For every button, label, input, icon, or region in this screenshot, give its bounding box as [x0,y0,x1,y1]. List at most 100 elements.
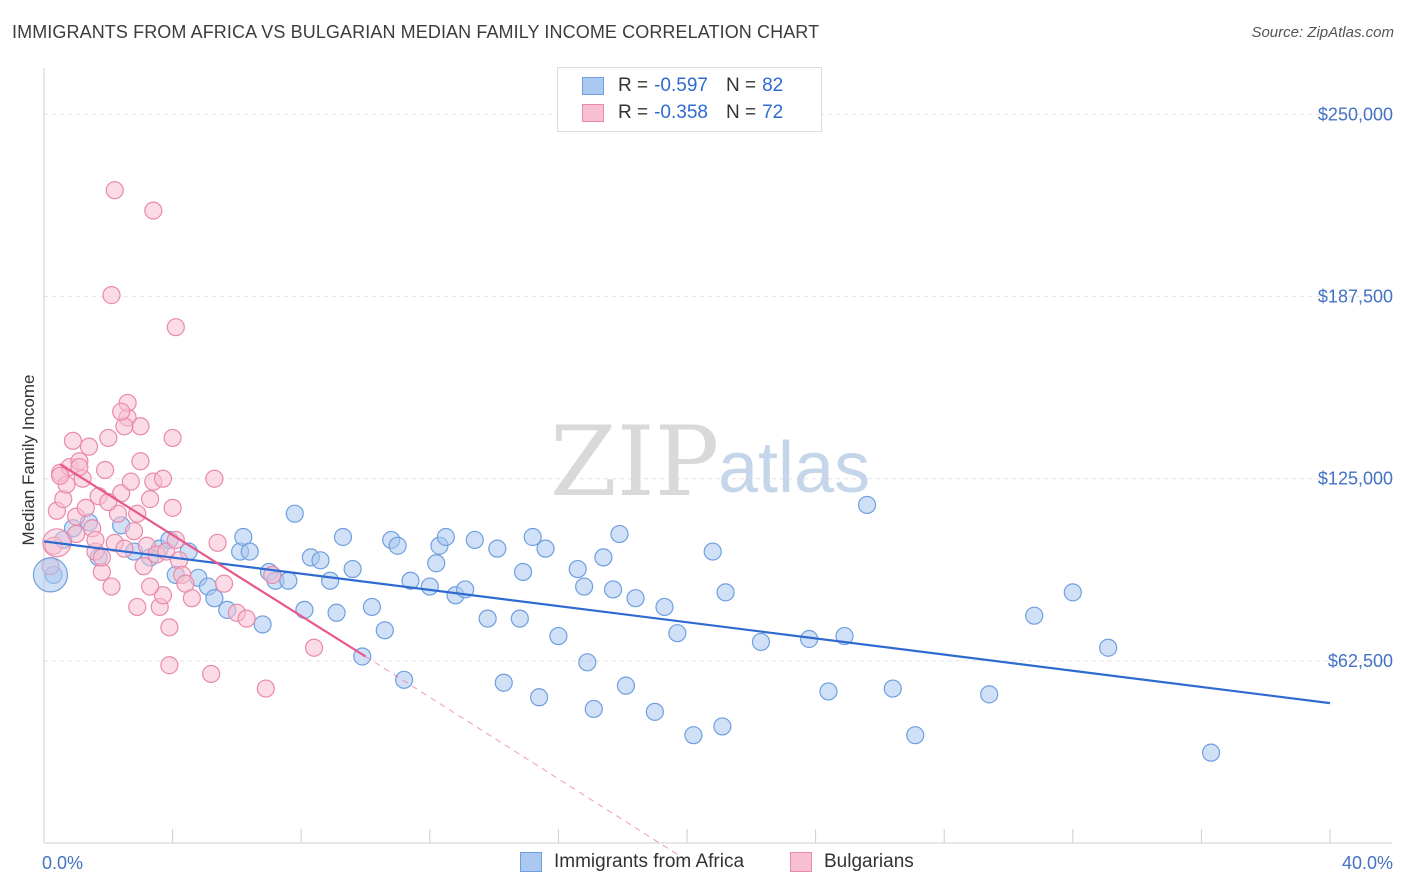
x-tick-label: 0.0% [42,853,83,873]
bottom-legend-label-africa: Immigrants from Africa [554,851,745,872]
point-bulgarian [108,504,128,523]
point-bulgarian [182,589,201,608]
point-africa [311,551,330,570]
point-africa [279,571,298,590]
point-bulgarian [131,417,150,436]
bottom-legend-africa: Immigrants from Africa [520,851,744,873]
point-bulgarian [208,533,227,552]
point-africa [1099,638,1118,657]
point-africa [427,554,446,573]
point-africa [568,559,587,579]
point-bulgarian [304,638,324,657]
x-tick-label: 40.0% [1342,853,1393,873]
point-africa [819,682,838,701]
point-africa [321,571,340,590]
bottom-legend-swatch-bulgarians [790,852,812,872]
point-bulgarian [153,469,173,488]
point-bulgarian [144,201,163,220]
point-africa [603,580,623,599]
point-bulgarian [99,428,118,448]
trend-lines [43,463,1331,861]
legend-row-bulgarians: R = -0.358 N = 72 [582,100,783,126]
point-africa [285,504,304,523]
bottom-legend-label-bulgarians: Bulgarians [824,851,914,872]
point-bulgarian [112,402,131,421]
legend-row-africa: R = -0.597 N = 82 [582,73,783,99]
axes [43,68,1392,844]
point-bulgarian [102,286,121,305]
point-africa [253,615,272,634]
point-africa [401,571,420,590]
point-africa [465,530,484,550]
point-africa [575,577,594,596]
point-bulgarian [153,586,173,605]
point-bulgarian [131,452,150,471]
point-bulgarian [86,530,105,550]
point-bulgarian [214,574,234,593]
point-africa [420,577,439,596]
bottom-legend-bulgarians: Bulgarians [790,851,914,873]
point-africa [906,726,925,745]
point-bulgarian [63,431,83,450]
point-bulgarian [92,548,111,567]
point-africa [494,673,513,692]
point-africa [295,600,314,619]
trend-line-africa [43,540,1331,705]
legend-r-value: -0.358 [654,102,708,123]
point-bulgarian [121,472,140,491]
trend-extension-bulgarians [365,656,688,861]
point-africa [205,589,224,608]
point-africa [394,670,414,689]
legend-swatch-africa [582,77,604,95]
legend: R = -0.597 N = 82 R = -0.358 N = 72 [557,67,822,132]
point-bulgarian [102,577,121,596]
point-africa [883,679,902,698]
point-bulgarian [163,498,182,517]
point-bulgarian [256,679,275,698]
point-bulgarian [134,557,153,576]
point-africa [362,597,382,617]
y-axis-title: Median Family Income [19,374,38,545]
point-africa [523,527,542,547]
point-africa [530,688,549,707]
point-africa [488,539,507,558]
y-tick-label: $125,000 [1318,469,1393,489]
point-bulgarian [237,609,256,628]
point-bulgarian [166,318,185,337]
point-africa [478,609,497,628]
point-africa [626,589,645,608]
point-bulgarian [166,530,185,550]
point-bulgarian [202,664,221,684]
point-africa [668,624,687,643]
point-africa [333,527,353,547]
point-africa-cluster [32,557,69,593]
point-bulgarian [50,466,70,485]
point-bulgarian [205,469,224,488]
legend-swatch-bulgarians [582,104,604,122]
legend-n-label: N = [725,75,757,96]
point-bulgarian [160,656,179,675]
point-africa [610,524,629,544]
point-africa [510,609,529,628]
point-bulgarian [79,437,99,456]
point-africa [1201,743,1221,762]
point-africa [1025,606,1044,625]
point-africa [616,676,636,695]
y-tick-label: $187,500 [1318,287,1393,307]
point-africa [716,583,735,602]
bottom-legend-swatch-africa [520,852,542,872]
point-africa [578,653,597,672]
point-bulgarian [163,428,182,448]
watermark-atlas: atlas [718,428,870,508]
point-bulgarian [99,492,118,512]
point-africa [549,626,568,646]
point-africa [713,717,732,736]
point-bulgarian [115,539,134,558]
point-africa [645,702,664,721]
point-africa [327,603,346,622]
point-africa [436,527,455,547]
bottom-legend: Immigrants from Africa Bulgarians [0,851,1406,879]
point-africa [594,548,613,567]
point-africa [835,626,854,646]
point-africa [584,699,603,719]
